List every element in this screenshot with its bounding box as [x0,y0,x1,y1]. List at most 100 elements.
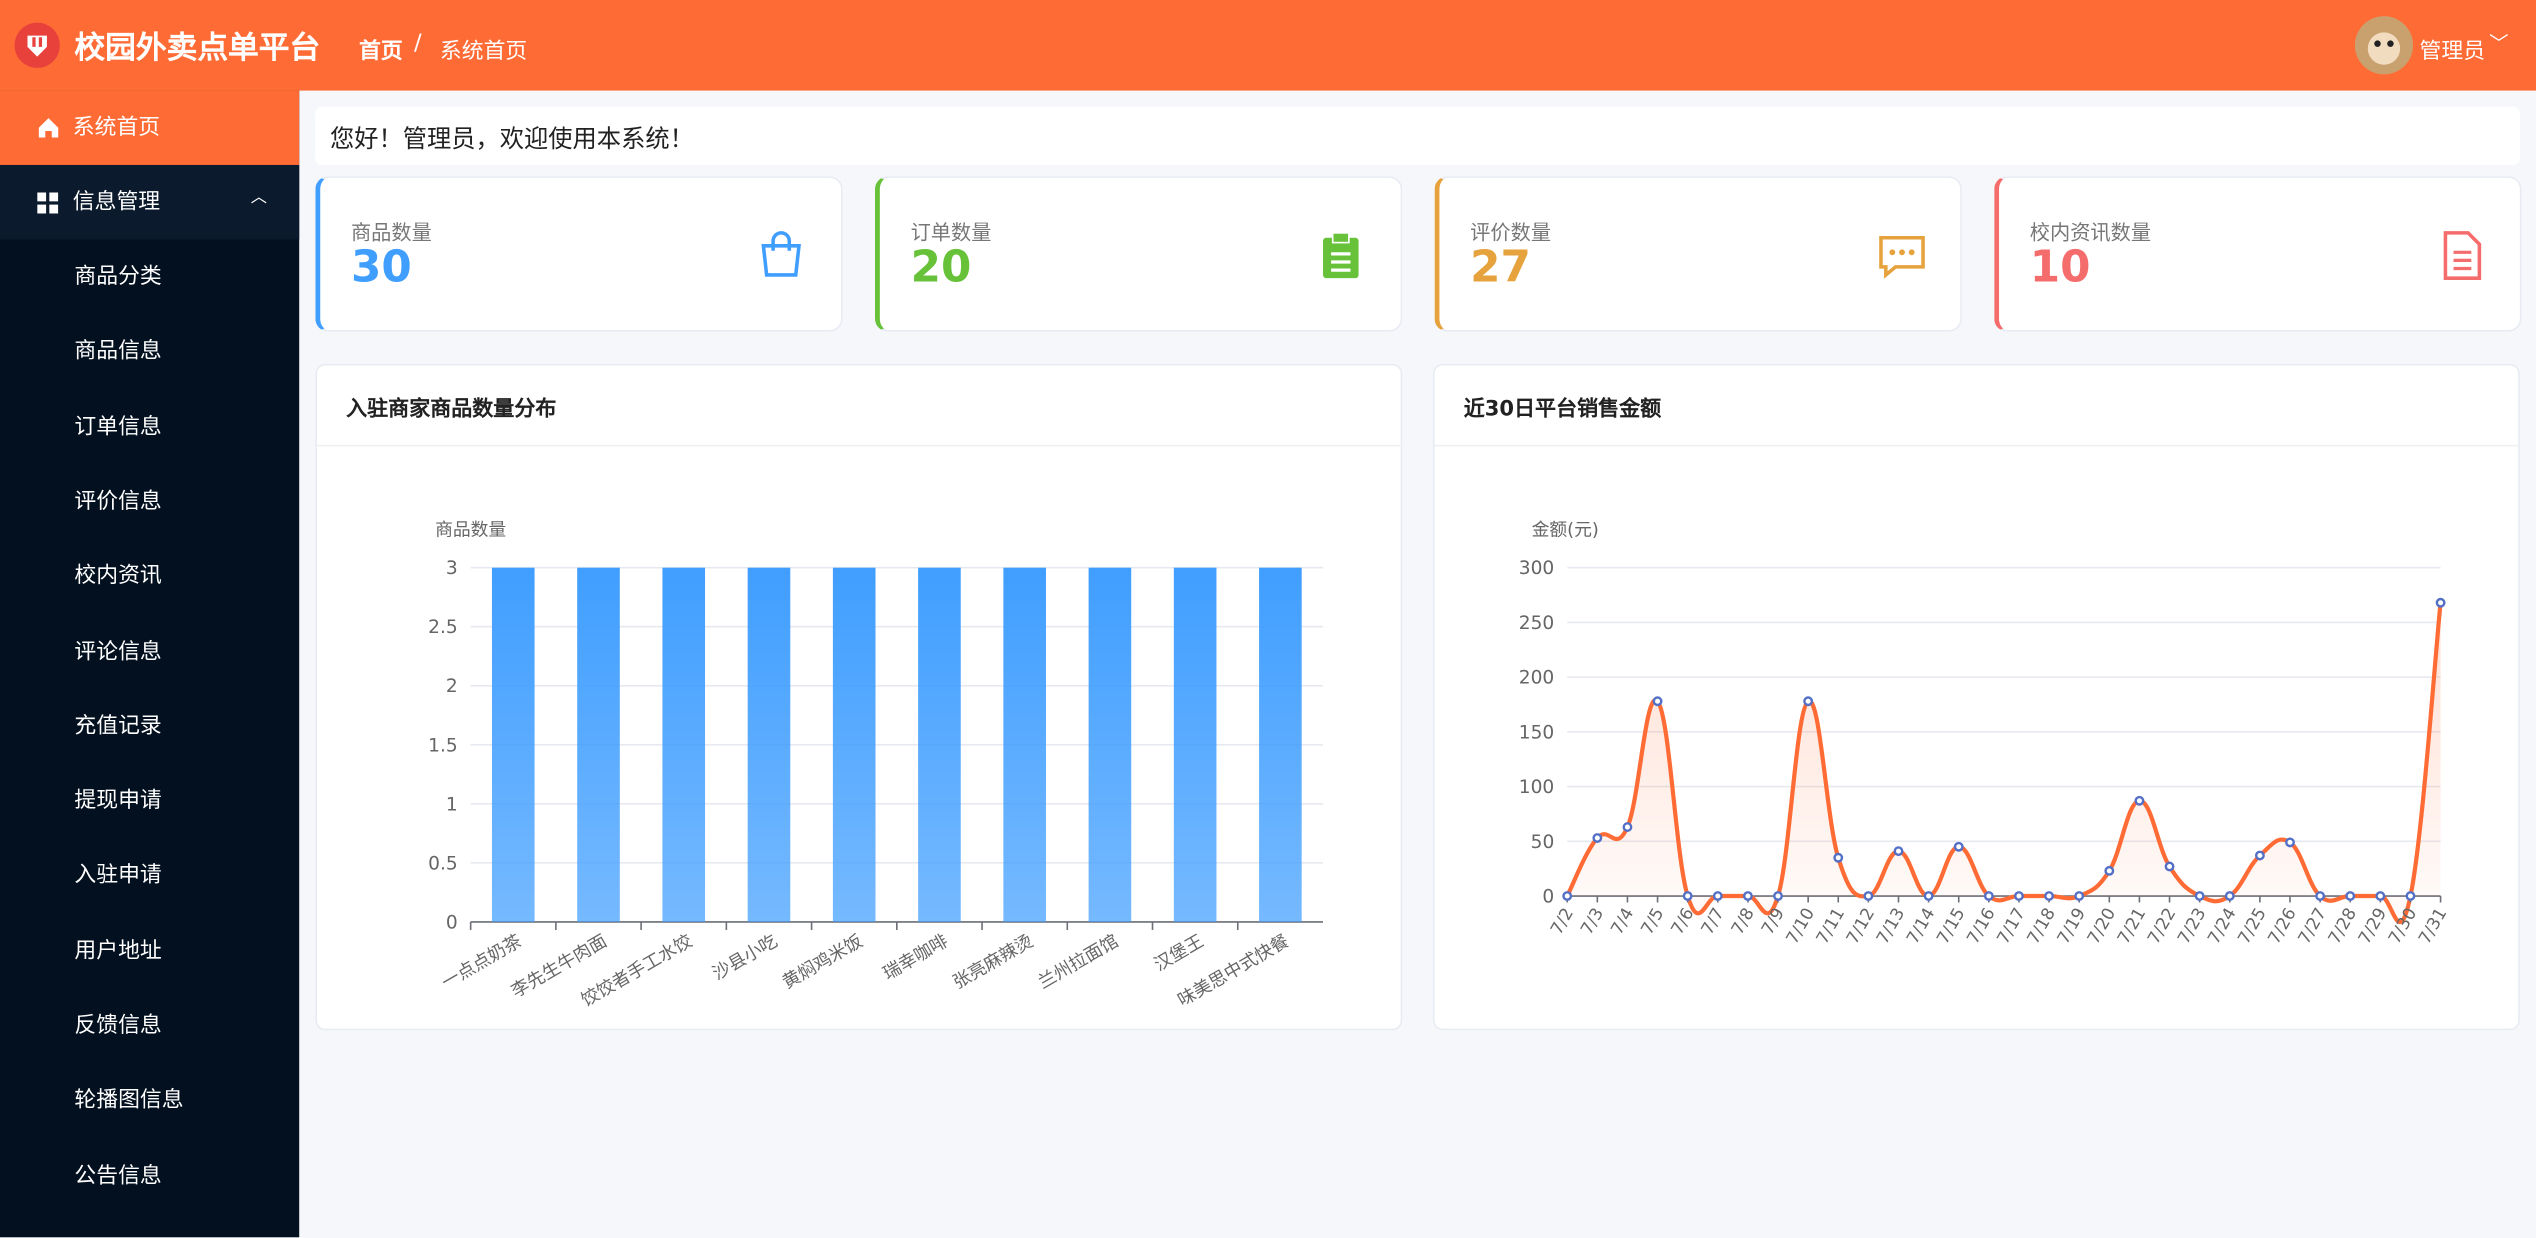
card-value: 20 [910,242,972,293]
x-tick-label: 黄焖鸡米饭 [779,931,867,994]
app-title: 校园外卖点单平台 [74,30,321,67]
menu-item[interactable]: 入驻申请 [0,838,299,912]
menu-label: 入驻申请 [74,862,162,889]
menu-label: 评论信息 [74,638,162,664]
icon-shape [1322,237,1359,279]
icon-shape [2453,250,2472,271]
y-axis-label: 商品数量 [435,519,506,540]
menu-label: 充值记录 [74,712,162,739]
x-tick-label: 7/13 [1873,905,1909,948]
x-tick-label: 7/24 [2204,905,2240,948]
menu-item[interactable]: 提现申请 [0,764,299,838]
stat-card: 商品数量 30 [315,176,843,332]
menu-item[interactable]: 商品分类 [0,239,299,313]
x-tick-label: 沙县小吃 [709,931,781,985]
x-tick-label: 7/4 [1607,905,1638,939]
x-tick-label: 7/25 [2234,905,2270,948]
card-label: 校内资讯数量 [2029,219,2152,245]
card-label: 评价数量 [1470,219,1552,245]
divider [1434,444,2519,447]
x-tick-label: 7/17 [1993,905,2029,948]
card-label: 商品数量 [350,219,432,245]
menu-item[interactable]: 订单信息 [0,389,299,463]
menu-item[interactable]: 充值记录 [0,689,299,763]
point [2164,861,2175,872]
icon-shape [1889,249,1896,256]
point [1652,696,1663,707]
point [2254,850,2265,861]
icon-shape [761,244,801,277]
sidebar: 系统首页 信息管理 ︿ 商品分类商品信息订单信息评价信息 校内资讯评论信息充值记录提… [0,90,300,1238]
x-tick-label: 7/12 [1843,905,1879,948]
menu-item[interactable]: 公告信息 [0,1138,299,1212]
bar [491,567,535,922]
greeting: 您好！管理员，欢迎使用本系统！ [329,124,694,154]
point [2375,891,2386,901]
avatar[interactable] [2354,16,2414,75]
bar [1259,567,1302,922]
point [1863,891,1874,901]
menu-item[interactable]: 反馈信息 [0,988,299,1062]
bar [1173,567,1217,922]
x-tick-label: 7/18 [2023,905,2059,948]
menu-group[interactable]: 信息管理 ︿ [0,164,300,240]
greeting-bar: 您好！管理员，欢迎使用本系统！ [315,106,2520,165]
user-name[interactable]: 管理员 [2419,38,2486,65]
card-icon [761,231,801,277]
menu-item[interactable]: 系统首页 [0,90,300,165]
chart-panel: 入驻商家商品数量分布 商品数量 0 0.5 1 1.5 2 2.5 3 一点点奶茶 李先生牛肉面 饺饺… [315,363,1403,1031]
breadcrumb: 系统首页 [439,38,528,65]
y-tick-label: 3 [446,558,458,579]
icon-shape [2443,231,2482,280]
point [2285,837,2295,848]
x-tick-label: 7/26 [2264,905,2300,948]
bar [662,567,706,922]
x-tick-label: 兰州拉面馆 [1035,931,1123,994]
point [2014,891,2024,901]
point [1923,891,1934,901]
chart-title: 近30日平台销售金额 [1463,397,1662,423]
y-tick-label: 0.5 [428,853,458,874]
separator: / [414,30,422,57]
menu-label: 订单信息 [74,413,162,440]
stat-card: 校内资讯数量 10 [1994,176,2522,332]
y-tick-label: 2 [446,676,458,697]
breadcrumb[interactable]: 首页 [359,38,403,65]
y-tick-label: 250 [1519,613,1554,634]
point [1682,891,1693,901]
bar [1003,567,1046,922]
point [1893,846,1904,857]
x-tick-label: 7/5 [1637,905,1668,939]
menu-item[interactable]: 评论信息 [0,614,299,688]
point [2194,891,2205,901]
bar [832,567,876,922]
menu-item[interactable]: 用户地址 [0,913,299,987]
point [2435,597,2446,608]
point [2134,795,2145,806]
menu-item[interactable]: 商品信息 [0,314,299,388]
y-tick-label: 200 [1519,668,1554,689]
point [1712,891,1723,901]
menu-item[interactable]: 轮播图信息 [0,1063,299,1137]
point [2315,891,2326,901]
x-tick-label: 7/14 [1903,905,1939,948]
x-tick-label: 7/2 [1547,905,1578,939]
x-tick-label: 7/27 [2295,905,2331,948]
point [1592,833,1603,843]
grid-icon [37,192,59,214]
menu-label: 商品分类 [74,263,162,290]
card-icon [1322,232,1359,279]
menu-item[interactable]: 校内资讯 [0,539,299,613]
menu-item[interactable]: 评价信息 [0,464,299,538]
menu-label: 轮播图信息 [74,1087,184,1114]
menu-label: 信息管理 [72,189,161,216]
x-tick-label: 7/28 [2325,905,2361,948]
bar [577,567,620,922]
dropdown-arrow[interactable]: ﹀ [2489,32,2509,55]
icon-shape [1899,249,1905,256]
y-tick-label: 0 [446,912,458,933]
chart-panel: 近30日平台销售金额 金额(元) 0 50 100 150 200 250 300 7/2 7/3 7… [1432,363,2520,1031]
